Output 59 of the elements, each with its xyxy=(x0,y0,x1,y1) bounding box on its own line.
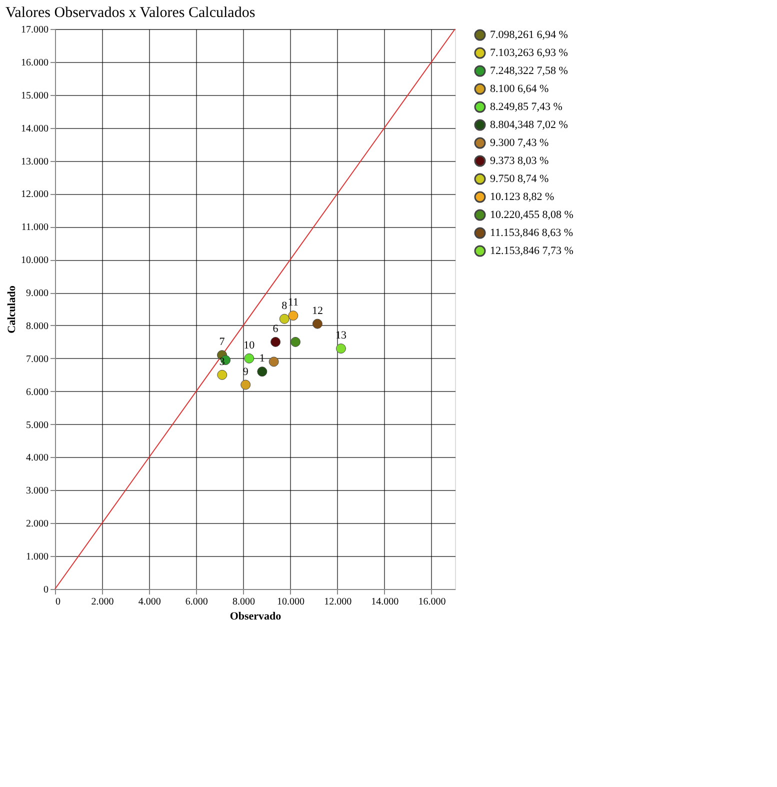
point xyxy=(240,380,251,390)
y-tick-label: 13.000 xyxy=(21,156,48,168)
x-tick-label: 6.000 xyxy=(185,596,208,608)
x-tick-label: 10.000 xyxy=(277,596,305,608)
point xyxy=(270,336,281,347)
legend-label: 10.220,455 8,08 % xyxy=(490,209,574,221)
y-tick-label: 0 xyxy=(44,584,48,596)
legend-label: 9.750 8,74 % xyxy=(490,173,549,185)
point xyxy=(244,353,254,364)
annotation: 12 xyxy=(312,304,323,317)
x-tick-label: 14.000 xyxy=(371,596,399,608)
y-tick-label: 7.000 xyxy=(26,354,48,365)
y-tick-label: 3.000 xyxy=(26,486,48,497)
legend-label: 8.249,85 7,43 % xyxy=(490,101,562,113)
point xyxy=(290,336,300,347)
y-axis-title: Calculado xyxy=(6,285,18,334)
point xyxy=(312,318,322,329)
point xyxy=(336,344,346,354)
point xyxy=(217,370,228,380)
point xyxy=(257,366,268,377)
y-tick-label: 10.000 xyxy=(21,255,48,266)
legend-label: 10.123 8,82 % xyxy=(490,191,554,203)
x-tick-label: 4.000 xyxy=(138,596,161,608)
y-tick-label: 6.000 xyxy=(26,386,48,398)
y-tick-label: 5.000 xyxy=(26,420,48,431)
x-tick-label: 8.000 xyxy=(232,596,255,608)
annotation: 8 xyxy=(282,300,288,312)
x-tick-label: 16.000 xyxy=(418,596,446,608)
point xyxy=(268,356,279,367)
annotation: 10 xyxy=(244,339,256,352)
point xyxy=(279,314,290,324)
legend-label: 9.300 7,43 % xyxy=(490,137,549,149)
legend-label: 8.100 6,64 % xyxy=(490,83,549,95)
x-tick-label: 2.000 xyxy=(91,596,114,608)
y-tick-label: 2.000 xyxy=(26,518,48,530)
y-tick-label: 16.000 xyxy=(21,57,48,68)
y-tick-label: 4.000 xyxy=(26,452,48,464)
legend-label: 7.248,322 7,58 % xyxy=(490,65,568,77)
y-tick-label: 14.000 xyxy=(21,123,48,134)
legend-label: 8.804,348 7,02 % xyxy=(490,119,568,131)
point xyxy=(288,310,298,321)
y-tick-label: 17.000 xyxy=(21,24,48,36)
annotation: 6 xyxy=(272,322,279,335)
legend-label: 9.373 8,03 % xyxy=(490,155,549,167)
x-tick-label: 12.000 xyxy=(324,596,352,608)
y-tick-label: 12.000 xyxy=(21,189,48,200)
legend-label: 11.153,846 8,63 % xyxy=(490,227,574,239)
legend-label: 7.098,261 6,94 % xyxy=(490,29,568,41)
y-tick-label: 9.000 xyxy=(26,288,48,300)
legend-label: 7.103,263 6,93 % xyxy=(490,47,568,59)
y-tick-label: 15.000 xyxy=(21,90,48,102)
y-tick-label: 1.000 xyxy=(26,552,48,563)
x-axis-title: Observado xyxy=(230,610,282,622)
chart-title: Valores Observados x Valores Calculados xyxy=(6,5,256,21)
annotation: 7 xyxy=(219,336,226,348)
y-tick-label: 8.000 xyxy=(26,320,48,332)
x-tick-label: 0 xyxy=(56,596,60,608)
legend-label: 12.153,846 7,73 % xyxy=(490,245,574,257)
y-tick-label: 11.000 xyxy=(21,222,48,234)
